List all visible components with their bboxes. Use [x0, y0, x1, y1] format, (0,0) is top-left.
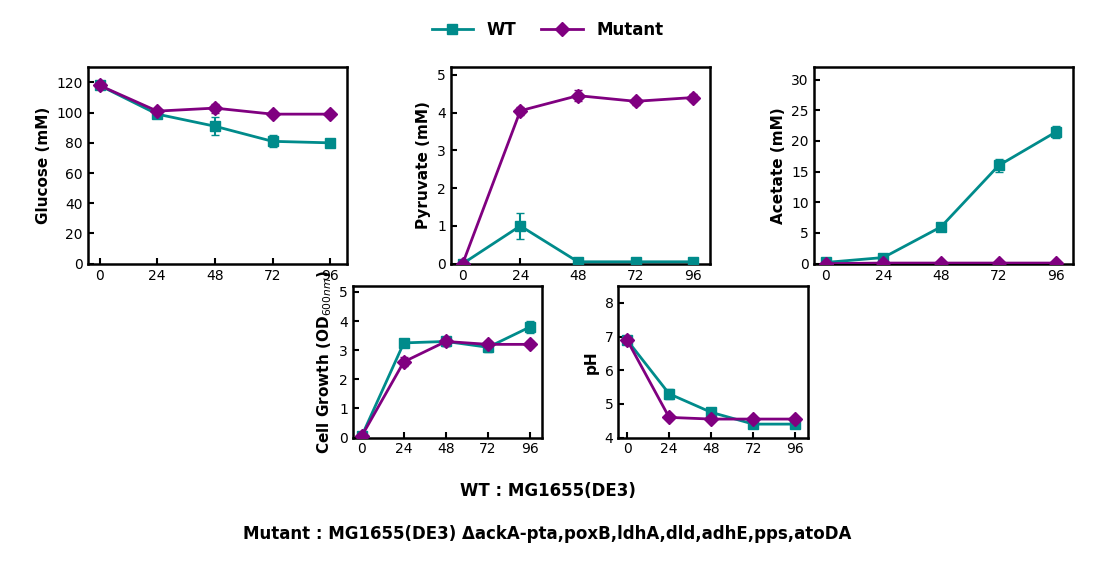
Y-axis label: pH: pH: [584, 350, 599, 374]
Legend: WT, Mutant: WT, Mutant: [425, 14, 670, 45]
Text: Mutant : MG1655(DE3) ΔackA-pta,poxB,ldhA,dld,adhE,pps,atoDA: Mutant : MG1655(DE3) ΔackA-pta,poxB,ldhA…: [243, 525, 852, 542]
Y-axis label: Glucose (mM): Glucose (mM): [36, 107, 50, 224]
Y-axis label: Pyruvate (mM): Pyruvate (mM): [416, 102, 431, 229]
Y-axis label: Cell Growth (OD$_{600nm}$): Cell Growth (OD$_{600nm}$): [315, 270, 334, 454]
Text: WT : MG1655(DE3): WT : MG1655(DE3): [460, 482, 635, 500]
Y-axis label: Acetate (mM): Acetate (mM): [771, 107, 786, 224]
